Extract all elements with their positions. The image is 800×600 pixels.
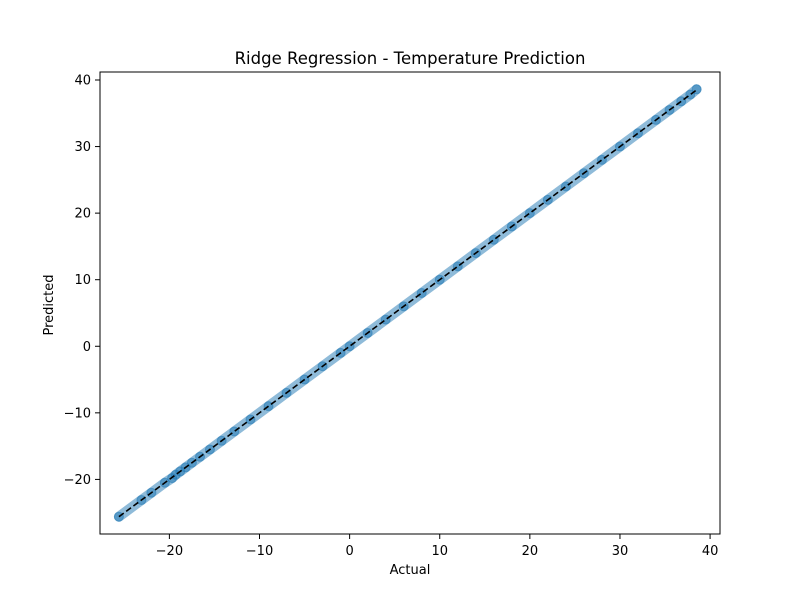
y-tick-label: 10	[74, 273, 91, 288]
x-tick-label: 10	[431, 544, 448, 559]
reference-line	[118, 89, 698, 518]
x-tick-label: 40	[702, 544, 719, 559]
y-tick-label: 30	[74, 140, 91, 155]
x-axis-label: Actual	[390, 563, 431, 578]
plot-frame	[99, 71, 721, 535]
y-tick-label: 20	[74, 207, 91, 222]
y-tick-label: −10	[64, 406, 91, 421]
y-tick-label: 40	[74, 73, 91, 88]
y-axis: −20 −10 0 10 20 30 40	[64, 73, 100, 488]
y-tick-label: −20	[64, 473, 91, 488]
y-tick-label: 0	[83, 340, 91, 355]
x-tick-label: 30	[612, 544, 629, 559]
x-tick-label: −20	[156, 544, 183, 559]
x-tick-label: −10	[246, 544, 273, 559]
chart-title: Ridge Regression - Temperature Predictio…	[235, 49, 586, 68]
x-tick-label: 0	[345, 544, 353, 559]
line-layer	[118, 89, 698, 518]
x-tick-label: 20	[522, 544, 539, 559]
y-axis-label: Predicted	[42, 274, 57, 335]
x-axis: −20 −10 0 10 20 30 40	[156, 534, 719, 559]
